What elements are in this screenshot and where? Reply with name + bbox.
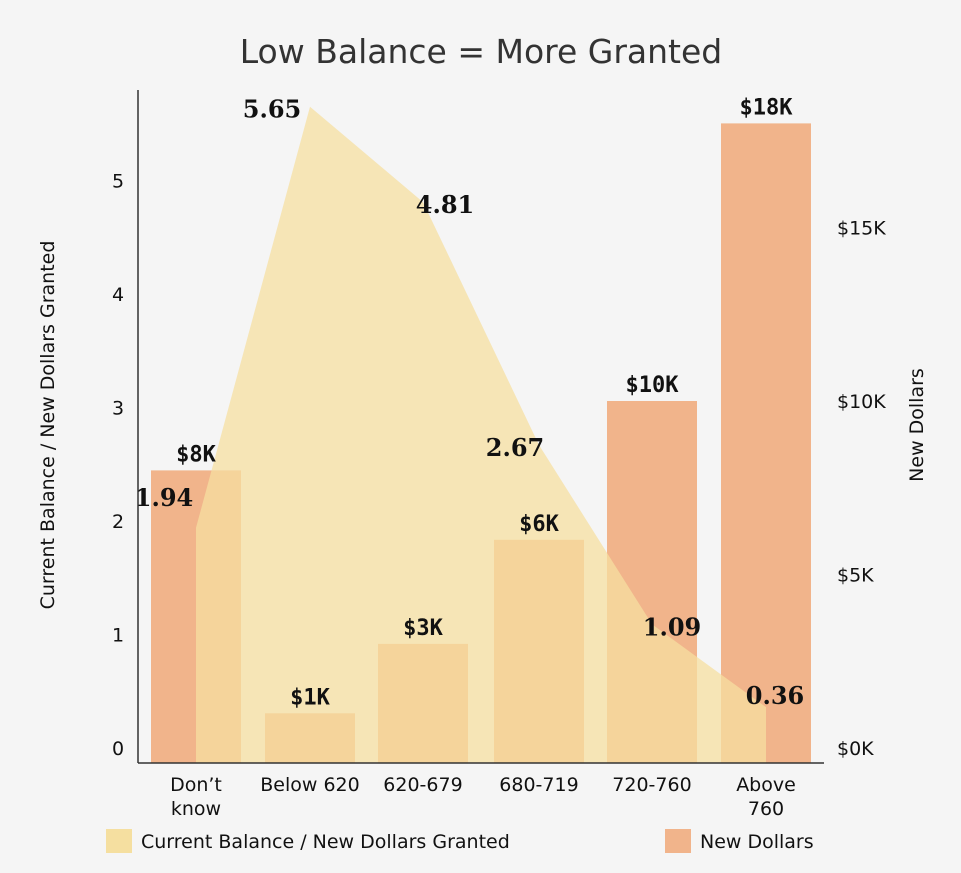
y-axis-right-label: New Dollars xyxy=(906,368,928,482)
bar-5 xyxy=(721,123,811,763)
x-tick-2-line-0: 620-679 xyxy=(383,774,462,796)
y-left-tick-5: 5 xyxy=(112,171,124,193)
x-tick-4-line-0: 720-760 xyxy=(612,774,691,796)
bar-label-0: $8K xyxy=(176,442,216,467)
y-left-tick-4: 4 xyxy=(112,284,124,306)
bar-data-labels: $8K $1K $3K $6K $10K $18K xyxy=(176,95,793,710)
area-series xyxy=(196,106,766,764)
area-label-3: 2.67 xyxy=(486,433,544,462)
bar-label-1: $1K xyxy=(290,685,330,710)
legend-swatch-bar xyxy=(665,829,691,853)
legend-label-area: Current Balance / New Dollars Granted xyxy=(141,831,510,853)
x-tick-1: Below 620 xyxy=(260,774,359,796)
legend-swatch-area xyxy=(106,829,132,853)
area-label-0: 1.94 xyxy=(135,483,193,512)
x-axis-ticks: Don’t know Below 620 620-679 680-719 720-760 A… xyxy=(170,774,796,820)
x-tick-3-line-0: 680-719 xyxy=(499,774,578,796)
y-axis-right-ticks: $0K $5K $10K $15K xyxy=(837,218,886,761)
x-tick-1-line-0: Below 620 xyxy=(260,774,359,796)
x-tick-5: Above 760 xyxy=(736,774,796,820)
x-tick-0: Don’t know xyxy=(170,774,222,820)
area-label-1: 5.65 xyxy=(243,95,301,124)
x-tick-4: 720-760 xyxy=(612,774,691,796)
bar-label-5: $18K xyxy=(740,95,794,120)
x-tick-0-line-0: Don’t xyxy=(170,774,222,796)
y-left-tick-2: 2 xyxy=(112,511,124,533)
bar-label-4: $10K xyxy=(626,373,680,398)
y-left-tick-3: 3 xyxy=(112,398,124,420)
bar-label-3: $6K xyxy=(519,512,559,537)
area-data-labels: 1.94 5.65 4.81 2.67 1.09 0.36 xyxy=(135,95,804,710)
bar-label-2: $3K xyxy=(403,616,443,641)
y-right-tick-3: $15K xyxy=(837,218,886,240)
chart-title: Low Balance = More Granted xyxy=(240,32,722,71)
x-tick-3: 680-719 xyxy=(499,774,578,796)
y-axis-left-label: Current Balance / New Dollars Granted xyxy=(37,241,59,610)
area-label-4: 1.09 xyxy=(643,612,701,641)
area-label-2: 4.81 xyxy=(416,190,474,219)
x-tick-5-line-1: 760 xyxy=(748,798,784,820)
y-left-tick-1: 1 xyxy=(112,625,124,647)
y-left-tick-0: 0 xyxy=(112,738,124,760)
x-tick-2: 620-679 xyxy=(383,774,462,796)
legend: Current Balance / New Dollars Granted Ne… xyxy=(106,829,814,853)
y-axis-left-ticks: 0 1 2 3 4 5 xyxy=(112,171,124,761)
x-tick-0-line-1: know xyxy=(171,798,221,820)
area-label-5: 0.36 xyxy=(746,681,804,710)
y-right-tick-0: $0K xyxy=(837,738,874,760)
legend-label-bar: New Dollars xyxy=(700,831,814,853)
x-tick-5-line-0: Above xyxy=(736,774,796,796)
y-right-tick-2: $10K xyxy=(837,391,886,413)
area-fill xyxy=(196,106,766,764)
y-right-tick-1: $5K xyxy=(837,565,874,587)
